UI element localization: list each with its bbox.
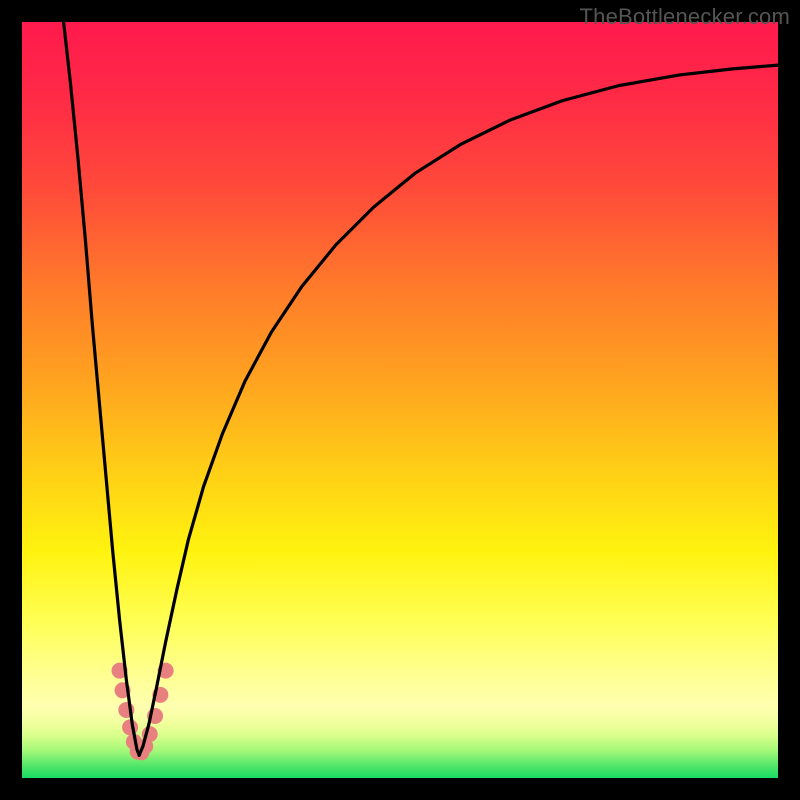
plot-background (22, 22, 778, 778)
watermark-text: TheBottlenecker.com (580, 4, 790, 30)
chart-frame: TheBottlenecker.com (0, 0, 800, 800)
bottleneck-chart (0, 0, 800, 800)
